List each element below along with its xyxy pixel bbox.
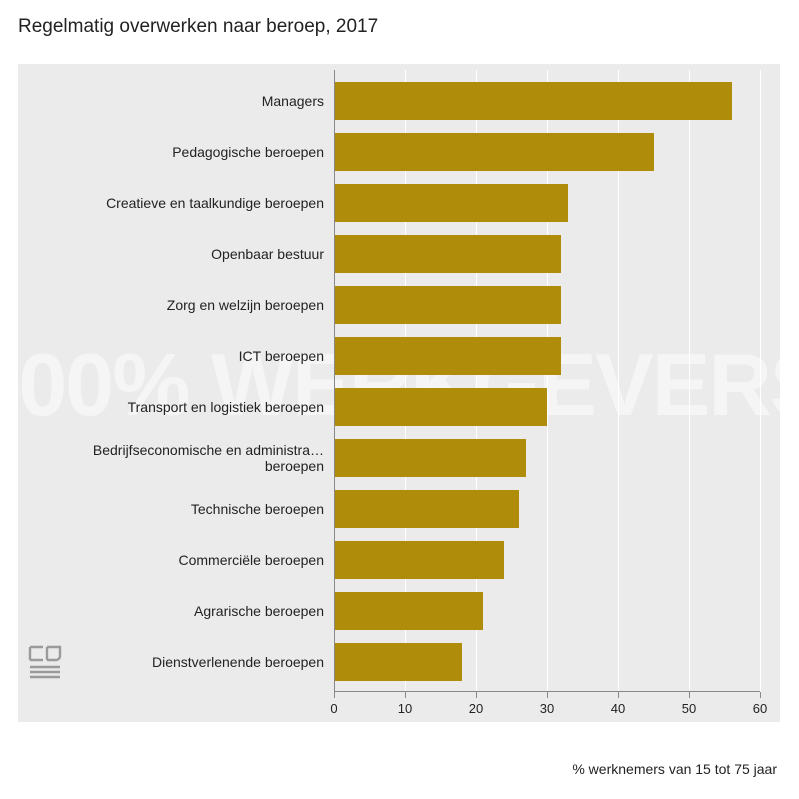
bar <box>334 541 504 579</box>
chart-title: Regelmatig overwerken naar beroep, 2017 <box>0 0 799 38</box>
x-axis-label: % werknemers van 15 tot 75 jaar <box>572 761 777 777</box>
bar-row: Bedrijfseconomische en administra…beroep… <box>18 439 780 477</box>
x-tick-mark <box>334 692 335 698</box>
x-tick-mark <box>547 692 548 698</box>
bar-label: Commerciële beroepen <box>18 552 334 568</box>
bar <box>334 235 561 273</box>
bar-track <box>334 286 780 324</box>
bar-label: Bedrijfseconomische en administra…beroep… <box>18 442 334 474</box>
bar-label: Creatieve en taalkundige beroepen <box>18 195 334 211</box>
x-tick-mark <box>405 692 406 698</box>
x-tick-label: 20 <box>469 701 483 716</box>
x-tick-label: 10 <box>398 701 412 716</box>
bar-row: Dienstverlenende beroepen <box>18 643 780 681</box>
x-tick-mark <box>689 692 690 698</box>
bar-track <box>334 643 780 681</box>
bar <box>334 592 483 630</box>
x-tick-label: 40 <box>611 701 625 716</box>
x-tick-mark <box>618 692 619 698</box>
bar-track <box>334 337 780 375</box>
bar-track <box>334 490 780 528</box>
bar-label: Dienstverlenende beroepen <box>18 654 334 670</box>
bar-track <box>334 82 780 120</box>
plot-region: Managers Pedagogische beroepen Creatieve e… <box>18 64 780 722</box>
x-tick-label: 50 <box>682 701 696 716</box>
bar-row: Managers <box>18 82 780 120</box>
bar-label: Transport en logistiek beroepen <box>18 399 334 415</box>
bar <box>334 286 561 324</box>
bar-track <box>334 184 780 222</box>
bar-label: Pedagogische beroepen <box>18 144 334 160</box>
bar <box>334 388 547 426</box>
bar-track <box>334 388 780 426</box>
bar-track <box>334 541 780 579</box>
bar-label: Openbaar bestuur <box>18 246 334 262</box>
bar-track <box>334 235 780 273</box>
bar-label: Zorg en welzijn beroepen <box>18 297 334 313</box>
bar-label: Managers <box>18 93 334 109</box>
bar <box>334 133 654 171</box>
bar <box>334 490 519 528</box>
bar-row: Zorg en welzijn beroepen <box>18 286 780 324</box>
bar <box>334 82 732 120</box>
bar <box>334 439 526 477</box>
x-tick-mark <box>476 692 477 698</box>
bar <box>334 643 462 681</box>
x-tick-label: 30 <box>540 701 554 716</box>
bar-row: Commerciële beroepen <box>18 541 780 579</box>
bar-row: Pedagogische beroepen <box>18 133 780 171</box>
bar-row: Technische beroepen <box>18 490 780 528</box>
bar-label: Agrarische beroepen <box>18 603 334 619</box>
bar-row: Agrarische beroepen <box>18 592 780 630</box>
bar-row: Creatieve en taalkundige beroepen <box>18 184 780 222</box>
cbs-logo-icon <box>28 645 62 684</box>
bar-row: Transport en logistiek beroepen <box>18 388 780 426</box>
bar-track <box>334 133 780 171</box>
bar <box>334 184 568 222</box>
y-axis-line <box>334 70 335 692</box>
bar-row: Openbaar bestuur <box>18 235 780 273</box>
x-tick-label: 0 <box>330 701 337 716</box>
x-tick-label: 60 <box>753 701 767 716</box>
bar-label: Technische beroepen <box>18 501 334 517</box>
bar <box>334 337 561 375</box>
x-tick-mark <box>760 692 761 698</box>
bar-track <box>334 439 780 477</box>
bar-label: ICT beroepen <box>18 348 334 364</box>
bar-track <box>334 592 780 630</box>
x-axis-line <box>334 691 760 692</box>
bar-row: ICT beroepen <box>18 337 780 375</box>
chart-area: 100% WERKGEVERS ManagersPedagogische ber… <box>18 64 780 722</box>
